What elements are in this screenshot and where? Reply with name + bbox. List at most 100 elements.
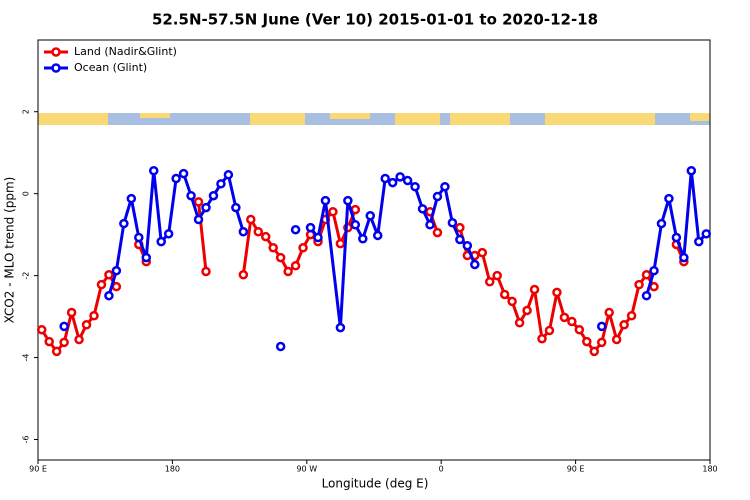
point bbox=[335, 238, 346, 249]
point bbox=[134, 232, 144, 243]
point bbox=[604, 307, 614, 318]
point bbox=[335, 322, 346, 333]
point bbox=[66, 307, 77, 318]
y-tick-label: 2 bbox=[22, 109, 31, 114]
point bbox=[208, 190, 219, 201]
x-tick-label: 180 bbox=[702, 465, 717, 474]
point bbox=[238, 270, 249, 280]
point bbox=[455, 222, 465, 233]
point bbox=[440, 181, 450, 192]
point bbox=[216, 179, 226, 189]
point bbox=[193, 197, 204, 207]
point bbox=[81, 320, 92, 330]
point bbox=[462, 240, 473, 251]
point bbox=[104, 290, 114, 301]
y-tick-label: 0 bbox=[22, 191, 31, 196]
point bbox=[111, 265, 122, 276]
point bbox=[694, 236, 704, 247]
point bbox=[402, 175, 413, 186]
point bbox=[529, 284, 540, 295]
x-tick-label: 90 E bbox=[29, 465, 47, 474]
point bbox=[484, 277, 495, 287]
point bbox=[664, 193, 674, 204]
point bbox=[119, 218, 129, 229]
x-axis-label: Longitude (deg E) bbox=[322, 477, 429, 491]
point bbox=[656, 218, 667, 229]
point bbox=[447, 218, 458, 228]
point bbox=[186, 190, 196, 201]
point bbox=[641, 270, 652, 280]
point bbox=[544, 325, 555, 336]
point bbox=[679, 252, 689, 263]
point bbox=[589, 346, 600, 357]
legend-label: Land (Nadir&Glint) bbox=[74, 45, 177, 58]
series-line bbox=[107, 169, 708, 330]
x-tick-label: 180 bbox=[165, 465, 180, 474]
point bbox=[477, 247, 488, 258]
point bbox=[148, 165, 159, 176]
point bbox=[104, 270, 114, 280]
point bbox=[432, 227, 443, 238]
point bbox=[253, 227, 264, 237]
point bbox=[126, 193, 137, 204]
point bbox=[260, 231, 271, 242]
legend-item: Ocean (Glint) bbox=[44, 61, 147, 74]
point bbox=[358, 233, 368, 244]
point bbox=[59, 337, 69, 348]
point bbox=[470, 259, 480, 270]
point bbox=[559, 312, 570, 323]
point bbox=[201, 202, 211, 213]
x-tick-label: 0 bbox=[439, 465, 444, 474]
point bbox=[163, 229, 174, 239]
point bbox=[74, 334, 84, 345]
plot-frame bbox=[37, 39, 711, 461]
point bbox=[201, 266, 211, 277]
point bbox=[231, 202, 241, 213]
point bbox=[328, 206, 338, 217]
point bbox=[305, 222, 316, 233]
point bbox=[641, 290, 652, 301]
point bbox=[514, 317, 525, 328]
map-strip bbox=[38, 113, 710, 125]
point bbox=[44, 336, 54, 347]
point bbox=[649, 265, 659, 276]
point bbox=[582, 336, 592, 347]
point bbox=[193, 214, 204, 225]
point bbox=[634, 279, 644, 290]
point bbox=[298, 242, 308, 253]
point bbox=[380, 173, 390, 184]
point bbox=[686, 165, 697, 176]
point bbox=[432, 191, 443, 202]
point bbox=[89, 311, 99, 321]
legend-item: Land (Nadir&Glint) bbox=[44, 45, 177, 58]
point bbox=[275, 252, 286, 263]
point bbox=[596, 321, 607, 332]
x-tick-label: 90 E bbox=[567, 465, 585, 474]
point bbox=[596, 337, 607, 348]
point bbox=[365, 211, 376, 221]
point bbox=[283, 266, 293, 277]
legend-label: Ocean (Glint) bbox=[74, 61, 147, 74]
point bbox=[141, 252, 152, 263]
chart-title: 52.5N-57.5N June (Ver 10) 2015-01-01 to … bbox=[152, 11, 598, 29]
y-axis-label: XCO2 - MLO trend (ppm) bbox=[3, 177, 17, 324]
y-tick-label: -4 bbox=[22, 354, 31, 362]
point bbox=[223, 170, 234, 180]
point bbox=[499, 289, 510, 300]
point bbox=[387, 177, 398, 188]
point bbox=[350, 220, 361, 230]
point bbox=[290, 224, 301, 235]
point bbox=[343, 195, 353, 206]
point bbox=[425, 220, 435, 230]
y-tick-label: -2 bbox=[22, 272, 31, 280]
point bbox=[701, 229, 712, 239]
point bbox=[178, 168, 189, 179]
point bbox=[507, 296, 517, 307]
point bbox=[36, 324, 47, 335]
point bbox=[275, 341, 286, 352]
point bbox=[372, 230, 383, 241]
x-tick-label: 90 W bbox=[296, 465, 317, 474]
legend-marker bbox=[51, 47, 61, 57]
y-tick-label: -6 bbox=[22, 436, 31, 444]
